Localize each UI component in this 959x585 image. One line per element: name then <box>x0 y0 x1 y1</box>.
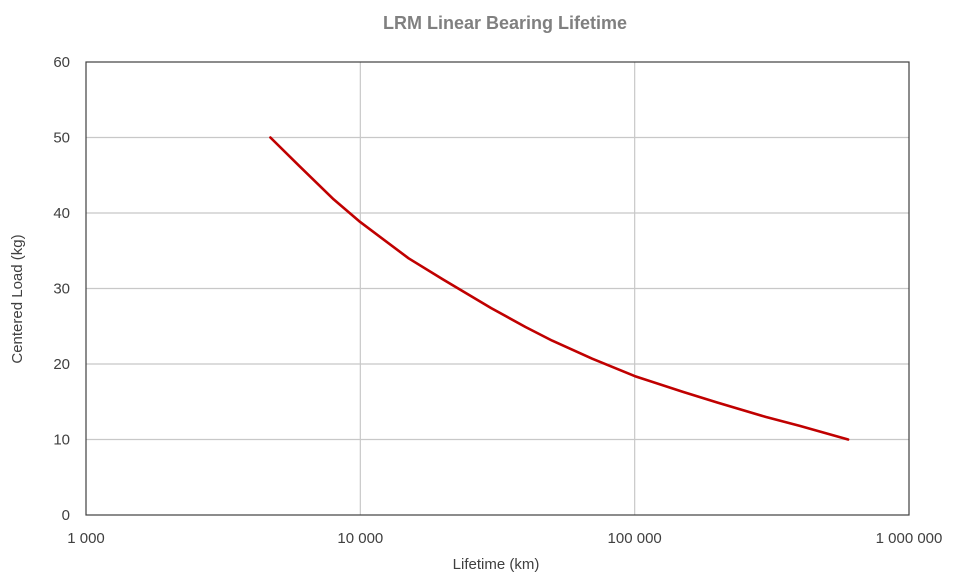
y-tick-label: 40 <box>53 205 70 222</box>
x-axis-label: Lifetime (km) <box>453 556 540 573</box>
y-tick-label: 10 <box>53 432 70 449</box>
series-line-0 <box>269 136 850 441</box>
y-tick-label: 20 <box>53 356 70 373</box>
y-tick-label: 50 <box>53 130 70 147</box>
x-tick-label: 1 000 <box>67 530 105 547</box>
series-layer <box>269 136 850 441</box>
y-axis-label: Centered Load (kg) <box>9 234 26 363</box>
chart-title: LRM Linear Bearing Lifetime <box>383 13 627 33</box>
grid-lines <box>86 62 909 515</box>
x-tick-labels: 1 000 10 000 100 000 1 000 000 <box>67 530 942 547</box>
x-tick-label: 100 000 <box>608 530 662 547</box>
y-tick-label: 30 <box>53 281 70 298</box>
x-tick-label: 1 000 000 <box>876 530 943 547</box>
y-tick-label: 60 <box>53 54 70 71</box>
y-tick-labels: 0 10 20 30 40 50 60 <box>53 54 70 524</box>
plot-frame <box>85 61 910 516</box>
y-tick-label: 0 <box>62 507 70 524</box>
x-tick-label: 10 000 <box>337 530 383 547</box>
